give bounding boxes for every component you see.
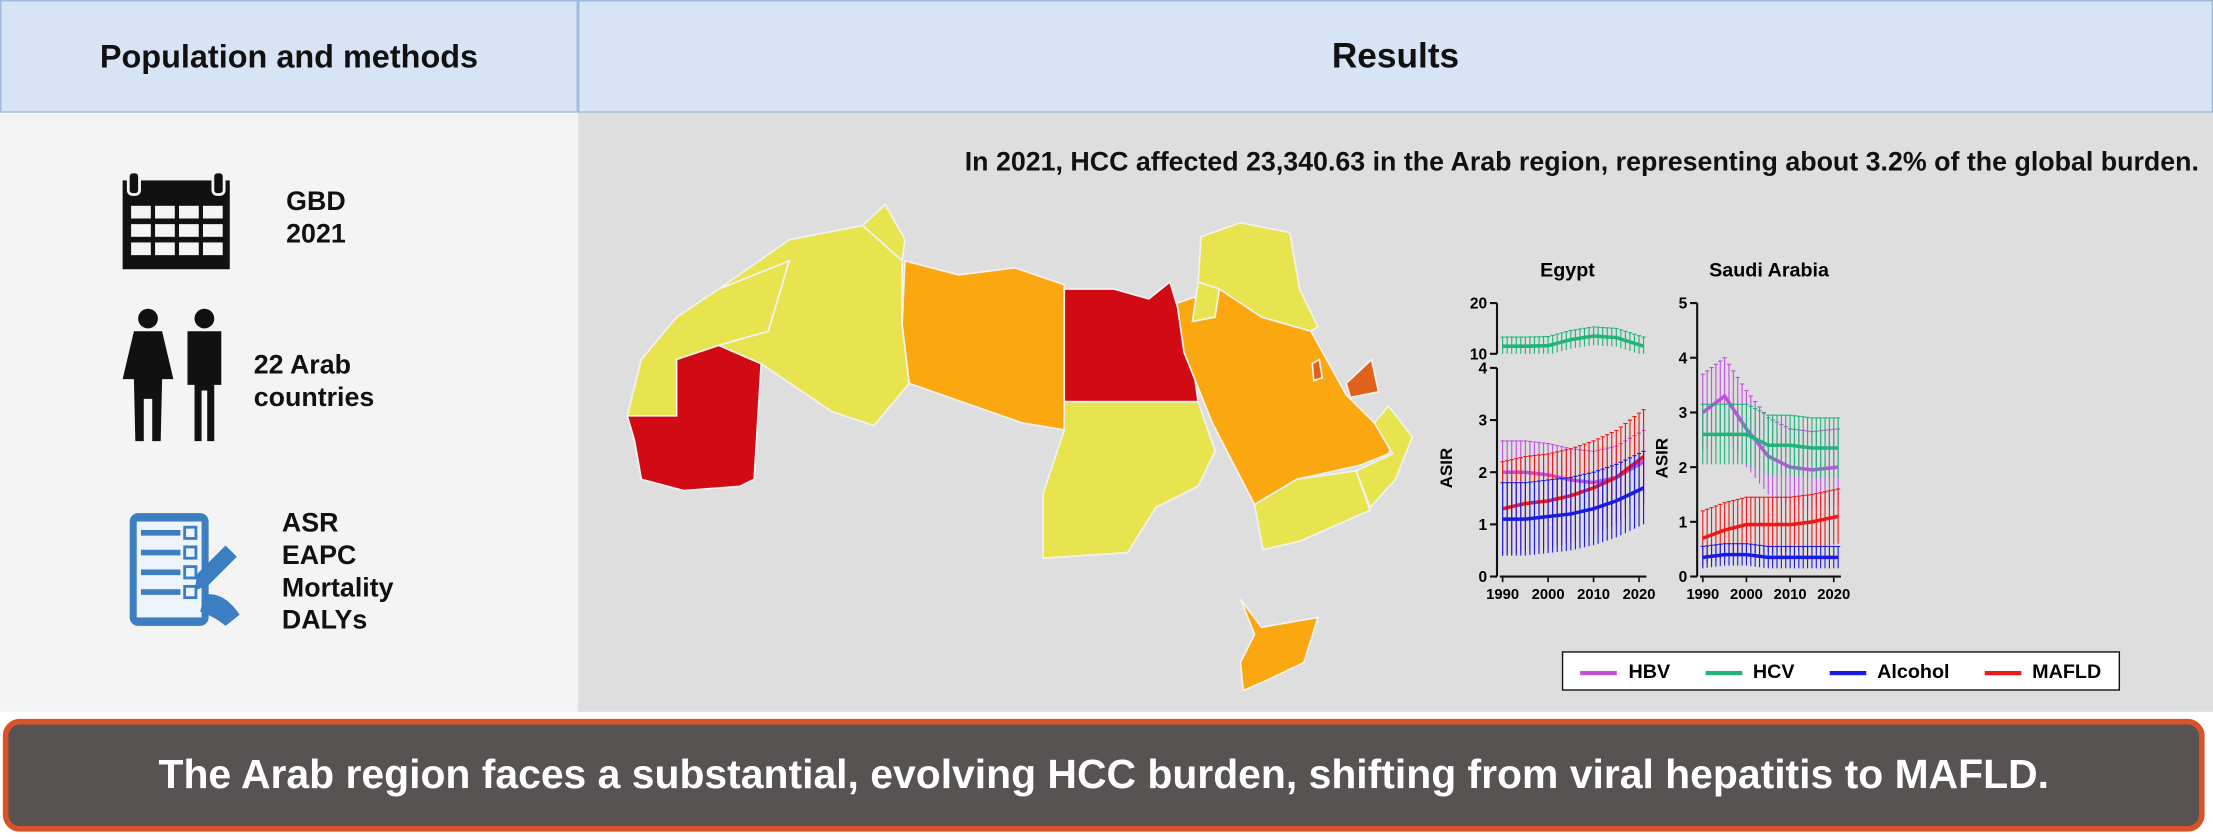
y-tick-label: 1 <box>1679 514 1688 531</box>
series-line-hcv <box>1702 432 1839 450</box>
legend-item-hbv: HBV <box>1580 660 1670 682</box>
x-tick-label: 2000 <box>1730 587 1763 603</box>
y-tick-label: 3 <box>1479 413 1488 430</box>
legend-item-hcv: HCV <box>1704 660 1795 682</box>
y-tick-label: 1 <box>1479 517 1488 534</box>
map-jordan <box>1191 280 1221 323</box>
conclusion-banner: The Arab region faces a substantial, evo… <box>2 718 2205 832</box>
people-icon <box>122 308 222 442</box>
legend-item-alcohol: Alcohol <box>1829 660 1950 682</box>
y-tick-label: 0 <box>1679 569 1688 586</box>
map-yemen <box>1253 469 1372 551</box>
legend-item-mafld: MAFLD <box>1984 660 2101 682</box>
y-tick-label: 2 <box>1679 460 1688 477</box>
methods-panel: GBD 2021 22 Arab countries ASR EAPC Mort… <box>0 112 578 712</box>
map-sudan <box>1042 400 1216 560</box>
method-countries-label: 22 Arab countries <box>254 350 375 415</box>
y-tick-label: 4 <box>1479 361 1488 378</box>
results-header: Results <box>577 0 2213 113</box>
y-tick-label: 20 <box>1470 296 1487 313</box>
method-line: GBD <box>286 187 346 218</box>
series-line-alcohol <box>1502 486 1645 521</box>
method-metrics-label: ASR EAPC Mortality DALYs <box>282 507 394 637</box>
y-tick-label: 5 <box>1679 296 1688 313</box>
x-tick-label: 2020 <box>1817 587 1850 603</box>
x-tick-label: 2010 <box>1774 587 1807 603</box>
x-tick-label: 2020 <box>1623 587 1656 603</box>
headline: In 2021, HCC affected 23,340.63 in the A… <box>964 148 2199 178</box>
method-line: DALYs <box>281 606 368 636</box>
map-uae <box>1345 357 1380 399</box>
map-oman <box>1354 404 1414 510</box>
series-line-hcv <box>1502 334 1645 348</box>
map-tunisia <box>861 203 906 263</box>
checklist-icon <box>129 513 240 626</box>
map-qatar <box>1311 358 1324 382</box>
map-somalia <box>1239 598 1320 692</box>
y-axis-label: ASIR <box>1437 448 1456 488</box>
y-tick-label: 2 <box>1479 465 1488 482</box>
y-tick-label: 0 <box>1479 569 1488 586</box>
x-tick-label: 2010 <box>1577 587 1610 603</box>
method-line: 2021 <box>286 219 346 250</box>
calendar-icon <box>122 170 230 270</box>
x-tick-label: 2000 <box>1532 587 1565 603</box>
method-line: ASR <box>281 508 339 539</box>
y-axis-label: ASIR <box>1653 438 1672 478</box>
method-line: EAPC <box>281 541 357 571</box>
x-tick-label: 1990 <box>1486 587 1519 603</box>
legend: HBV HCV Alcohol MAFLD <box>1561 651 2121 691</box>
method-line: 22 Arab <box>253 350 351 381</box>
y-tick-label: 3 <box>1679 405 1688 422</box>
chart-title: Saudi Arabia <box>1709 259 1830 281</box>
x-tick-label: 1990 <box>1686 587 1719 603</box>
y-tick-label: 4 <box>1679 350 1688 367</box>
methods-header: Population and methods <box>0 0 578 113</box>
series-line-mafld <box>1702 514 1839 540</box>
method-gbd-label: GBD 2021 <box>286 186 346 251</box>
method-line: Mortality <box>281 573 394 604</box>
y-tick-label: 10 <box>1470 346 1487 363</box>
series-line-alcohol <box>1702 552 1839 560</box>
chart-title: Egypt <box>1540 259 1595 281</box>
method-line: countries <box>253 383 375 414</box>
